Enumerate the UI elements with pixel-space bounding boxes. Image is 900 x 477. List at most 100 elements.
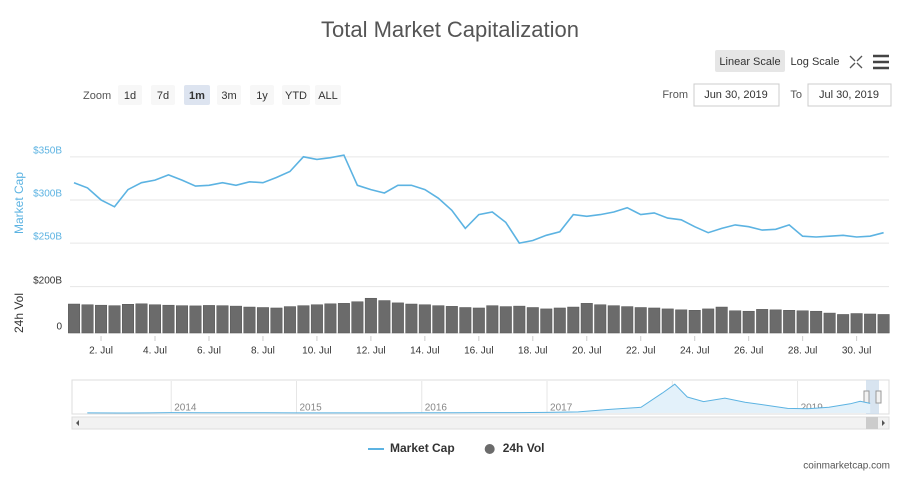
zoom-button[interactable]: [151, 85, 175, 105]
to-label: To: [790, 89, 802, 101]
zoom-button-label: 1d: [124, 90, 136, 102]
volume-bar: [149, 304, 161, 334]
x-tick-label: 8. Jul: [251, 346, 275, 357]
navigator-tick-label: 2015: [299, 403, 322, 414]
y-axis-title: Market Cap: [12, 172, 26, 234]
volume-bar: [877, 314, 890, 334]
navigator-handle[interactable]: [863, 390, 870, 404]
chart-title: Total Market Capitalization: [321, 17, 579, 42]
volume-bar: [243, 306, 256, 334]
volume-bar: [810, 310, 823, 334]
x-tick-label: 2. Jul: [89, 346, 113, 357]
volume-bar: [823, 312, 836, 334]
market-cap-line: [73, 154, 884, 244]
zoom-button[interactable]: [118, 85, 142, 105]
legend-label[interactable]: Market Cap: [390, 441, 455, 455]
zoom-button-label: YTD: [285, 90, 307, 102]
volume-bar: [634, 307, 647, 334]
volume-bar: [81, 304, 94, 334]
x-tick-label: 14. Jul: [410, 346, 439, 357]
volume-bar: [122, 304, 135, 334]
x-tick-label: 28. Jul: [788, 346, 817, 357]
volume-bar: [486, 305, 499, 334]
menu-icon[interactable]: [873, 54, 889, 70]
volume-bar: [445, 306, 458, 334]
zoom-button[interactable]: [282, 85, 310, 105]
to-input[interactable]: [807, 83, 892, 107]
volume-bar: [176, 305, 188, 334]
volume-bar: [162, 304, 175, 334]
zoom-button-label: ALL: [318, 90, 338, 102]
y2-axis-title: 24h Vol: [12, 293, 26, 333]
volume-bar: [756, 309, 769, 334]
volume-bar: [351, 301, 364, 334]
y2-tick-label: 0: [56, 322, 62, 333]
legend: Market Cap 24h Vol: [368, 441, 544, 455]
x-tick-label: 4. Jul: [143, 346, 167, 357]
volume-bar: [540, 308, 553, 334]
volume-bar: [135, 303, 148, 334]
x-tick-label: 20. Jul: [572, 346, 601, 357]
legend-symbol: [484, 444, 495, 454]
volume-bar: [108, 305, 121, 334]
volume-bar: [553, 307, 566, 334]
zoom-label: Zoom: [83, 90, 111, 102]
legend-label[interactable]: 24h Vol: [503, 441, 545, 455]
x-tick-label: 10. Jul: [302, 346, 331, 357]
zoom-button-label: 3m: [221, 90, 236, 102]
zoom-button[interactable]: [250, 85, 274, 105]
log-scale-button[interactable]: Log Scale: [791, 56, 840, 68]
volume-bar: [607, 305, 620, 334]
volume-bar: [648, 307, 661, 334]
volume-bar: [715, 306, 728, 334]
y-tick-label: $350B: [33, 145, 62, 156]
x-tick-label: 18. Jul: [518, 346, 547, 357]
zoom-button-label: 1y: [256, 90, 268, 102]
volume-bar: [661, 308, 674, 334]
volume-bar: [621, 306, 634, 334]
from-label: From: [662, 89, 688, 101]
volume-bar: [783, 310, 796, 334]
x-tick-label: 22. Jul: [626, 346, 655, 357]
volume-bar: [68, 303, 81, 334]
volume-bar: [459, 307, 472, 334]
volume-bar: [283, 306, 296, 334]
x-tick-label: 12. Jul: [356, 346, 385, 357]
from-date: Jun 30, 2019: [704, 89, 768, 101]
volume-bar: [216, 305, 229, 334]
volume-bar: [742, 310, 755, 334]
zoom-button[interactable]: [184, 85, 210, 105]
volume-bar: [364, 297, 377, 334]
linear-scale-button[interactable]: [715, 50, 785, 72]
fullscreen-icon[interactable]: [849, 55, 863, 69]
volume-bar: [391, 302, 404, 334]
navigator-handle[interactable]: [875, 390, 882, 404]
from-input[interactable]: [693, 83, 780, 107]
y2-tick-label: $200B: [33, 275, 62, 286]
zoom-button[interactable]: [315, 85, 341, 105]
volume-bar: [378, 300, 391, 334]
volume-bar: [202, 305, 215, 334]
y-tick-label: $250B: [33, 232, 62, 243]
volume-bar: [310, 304, 323, 334]
zoom-button[interactable]: [217, 85, 241, 105]
volume-bar: [432, 305, 445, 334]
scrollbar[interactable]: [71, 416, 890, 430]
volume-bar: [499, 306, 512, 334]
linear-scale-label: Linear Scale: [719, 56, 780, 68]
volume-bar: [729, 310, 742, 334]
volume-bar: [472, 307, 485, 334]
credit: coinmarketcap.com: [803, 461, 890, 472]
volume-bar: [526, 307, 539, 334]
scrollbar-thumb[interactable]: [866, 417, 878, 429]
x-tick-label: 16. Jul: [464, 346, 493, 357]
volume-bar: [594, 304, 607, 334]
y-tick-label: $300B: [33, 189, 62, 200]
volume-bar: [95, 304, 108, 334]
volume-bar: [405, 303, 418, 334]
volume-bar: [850, 313, 863, 334]
volume-bar: [702, 308, 715, 334]
volume-bar: [337, 303, 350, 334]
